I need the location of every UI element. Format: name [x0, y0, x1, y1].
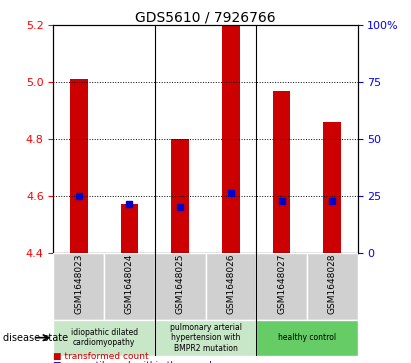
- Bar: [222, 25, 240, 253]
- Text: ■ percentile rank within the sample: ■ percentile rank within the sample: [53, 361, 218, 363]
- FancyBboxPatch shape: [104, 253, 155, 319]
- FancyBboxPatch shape: [155, 319, 256, 356]
- Text: GDS5610 / 7926766: GDS5610 / 7926766: [135, 11, 276, 25]
- Bar: [323, 122, 341, 253]
- FancyBboxPatch shape: [155, 253, 206, 319]
- Bar: [272, 91, 291, 253]
- Text: GSM1648028: GSM1648028: [328, 253, 337, 314]
- FancyBboxPatch shape: [53, 319, 155, 356]
- FancyBboxPatch shape: [256, 319, 358, 356]
- Bar: [70, 79, 88, 253]
- Text: disease state: disease state: [3, 333, 68, 343]
- Text: GSM1648025: GSM1648025: [175, 253, 185, 314]
- Bar: [171, 139, 189, 253]
- FancyBboxPatch shape: [256, 253, 307, 319]
- FancyBboxPatch shape: [307, 253, 358, 319]
- FancyBboxPatch shape: [53, 253, 104, 319]
- Text: GSM1648026: GSM1648026: [226, 253, 236, 314]
- FancyBboxPatch shape: [206, 253, 256, 319]
- Text: pulmonary arterial
hypertension with
BMPR2 mutation: pulmonary arterial hypertension with BMP…: [169, 323, 242, 352]
- Text: healthy control: healthy control: [278, 333, 336, 342]
- Text: GSM1648027: GSM1648027: [277, 253, 286, 314]
- Text: ■ transformed count: ■ transformed count: [53, 352, 149, 361]
- Text: GSM1648024: GSM1648024: [125, 253, 134, 314]
- Bar: [120, 204, 139, 253]
- Text: idiopathic dilated
cardiomyopathy: idiopathic dilated cardiomyopathy: [71, 328, 138, 347]
- Text: GSM1648023: GSM1648023: [74, 253, 83, 314]
